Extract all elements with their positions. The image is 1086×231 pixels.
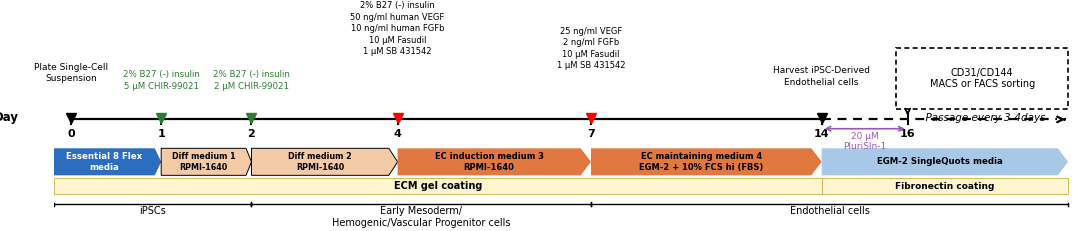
Text: Endothelial cells: Endothelial cells bbox=[790, 206, 870, 216]
Text: Early Mesoderm/
Hemogenic/Vascular Progenitor cells: Early Mesoderm/ Hemogenic/Vascular Proge… bbox=[332, 206, 510, 228]
Polygon shape bbox=[53, 148, 161, 175]
Text: 2% B27 (-) insulin
50 ng/ml human VEGF
10 ng/ml human FGFb
10 μM Fasudil
1 μM SB: 2% B27 (-) insulin 50 ng/ml human VEGF 1… bbox=[351, 1, 445, 56]
Text: EGM-2 SingleQuots media: EGM-2 SingleQuots media bbox=[876, 157, 1002, 166]
Text: Passage every 3-4days: Passage every 3-4days bbox=[919, 113, 1046, 124]
Text: Plate Single-Cell
Suspension: Plate Single-Cell Suspension bbox=[34, 63, 108, 83]
Text: 4: 4 bbox=[393, 129, 402, 139]
Text: iPSCs: iPSCs bbox=[139, 206, 166, 216]
Text: Harvest iPSC-Derived
Endothelial cells: Harvest iPSC-Derived Endothelial cells bbox=[773, 66, 870, 87]
Polygon shape bbox=[252, 148, 397, 175]
FancyBboxPatch shape bbox=[822, 178, 1069, 194]
Text: Day: Day bbox=[0, 111, 20, 124]
Text: 2: 2 bbox=[248, 129, 255, 139]
Polygon shape bbox=[161, 148, 252, 175]
Polygon shape bbox=[397, 148, 591, 175]
Text: ECM gel coating: ECM gel coating bbox=[393, 181, 482, 191]
Text: 25 ng/ml VEGF
2 ng/ml FGFb
10 μM Fasudil
1 μM SB 431542: 25 ng/ml VEGF 2 ng/ml FGFb 10 μM Fasudil… bbox=[557, 27, 626, 70]
Polygon shape bbox=[591, 148, 822, 175]
Text: 2% B27 (-) insulin
5 μM CHIR-99021: 2% B27 (-) insulin 5 μM CHIR-99021 bbox=[123, 70, 200, 91]
Text: Fibronectin coating: Fibronectin coating bbox=[895, 182, 995, 191]
Text: Diff medium 1
RPMI-1640: Diff medium 1 RPMI-1640 bbox=[172, 152, 236, 172]
Text: 16: 16 bbox=[900, 129, 915, 139]
Text: 0: 0 bbox=[67, 129, 75, 139]
Text: EC induction medium 3
RPMI-1640: EC induction medium 3 RPMI-1640 bbox=[434, 152, 544, 172]
FancyBboxPatch shape bbox=[896, 48, 1069, 109]
Text: CD31/CD144
MACS or FACS sorting: CD31/CD144 MACS or FACS sorting bbox=[930, 68, 1035, 89]
Text: 20 μM
PluriSIn-1: 20 μM PluriSIn-1 bbox=[843, 131, 886, 151]
Text: Diff medium 2
RPMI-1640: Diff medium 2 RPMI-1640 bbox=[288, 152, 352, 172]
Text: 2% B27 (-) insulin
2 μM CHIR-99021: 2% B27 (-) insulin 2 μM CHIR-99021 bbox=[213, 70, 290, 91]
Polygon shape bbox=[822, 148, 1069, 175]
Text: 14: 14 bbox=[813, 129, 830, 139]
Text: 7: 7 bbox=[588, 129, 595, 139]
Text: 1: 1 bbox=[157, 129, 165, 139]
FancyBboxPatch shape bbox=[53, 178, 822, 194]
Text: EC maintaining medium 4
EGM-2 + 10% FCS hi (FBS): EC maintaining medium 4 EGM-2 + 10% FCS … bbox=[639, 152, 763, 172]
Text: Essential 8 Flex
media: Essential 8 Flex media bbox=[66, 152, 142, 172]
